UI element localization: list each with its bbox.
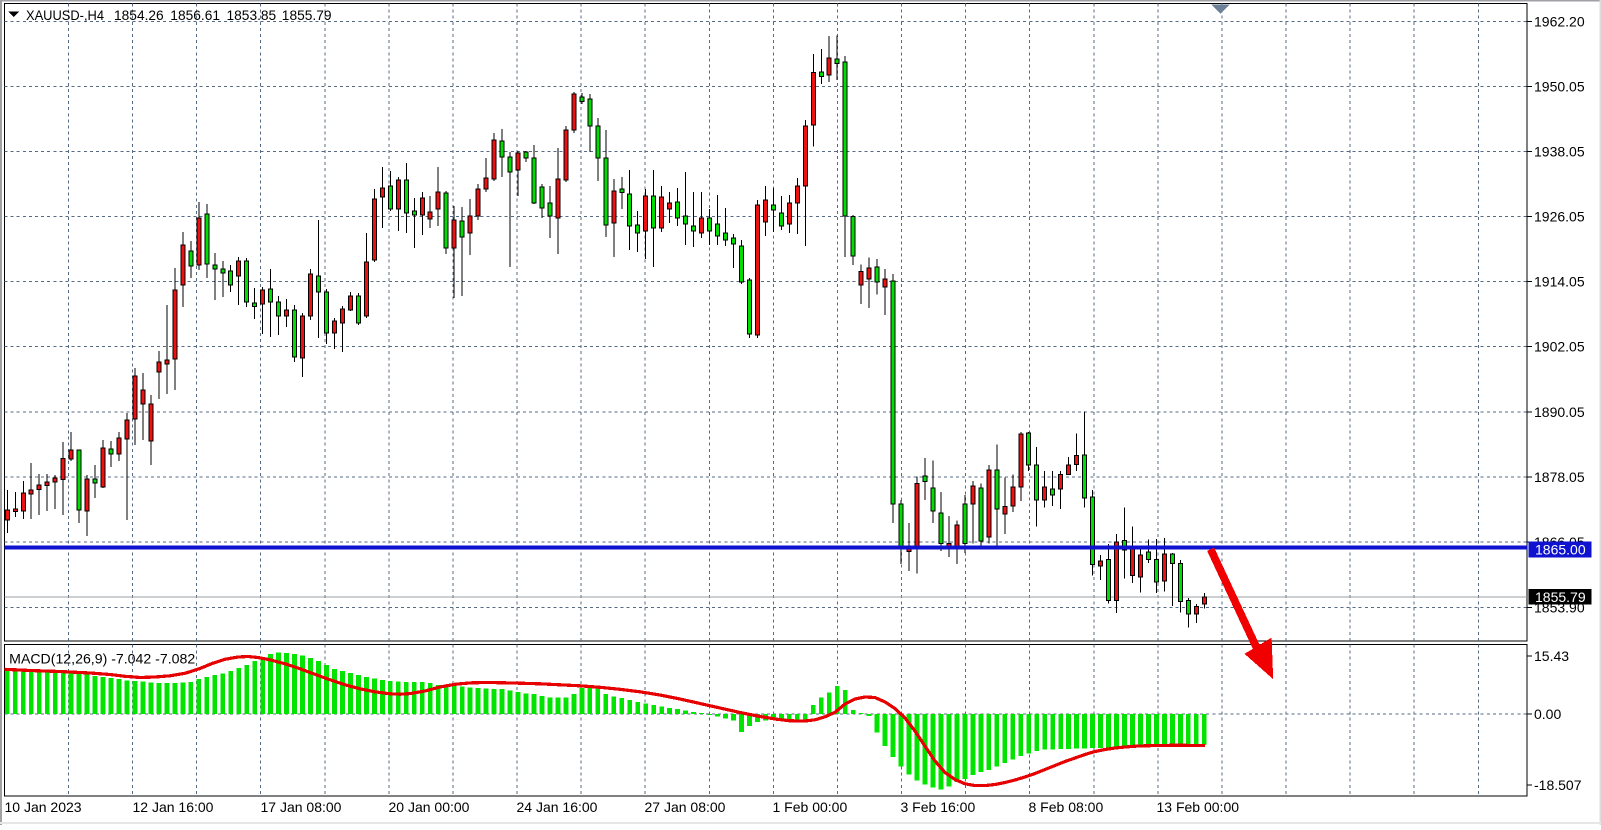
svg-text:13 Feb 00:00: 13 Feb 00:00 — [1157, 799, 1240, 815]
svg-text:3 Feb 16:00: 3 Feb 16:00 — [901, 799, 976, 815]
svg-text:0.00: 0.00 — [1534, 706, 1561, 722]
svg-text:8 Feb 08:00: 8 Feb 08:00 — [1029, 799, 1104, 815]
svg-text:24 Jan 16:00: 24 Jan 16:00 — [517, 799, 598, 815]
svg-text:27 Jan 08:00: 27 Jan 08:00 — [645, 799, 726, 815]
svg-text:15.43: 15.43 — [1534, 648, 1569, 664]
svg-text:1890.05: 1890.05 — [1534, 404, 1585, 420]
svg-text:1938.05: 1938.05 — [1534, 144, 1585, 160]
svg-text:10 Jan 2023: 10 Jan 2023 — [5, 799, 82, 815]
svg-text:1865.00: 1865.00 — [1535, 542, 1586, 558]
svg-text:1 Feb 00:00: 1 Feb 00:00 — [773, 799, 848, 815]
svg-text:20 Jan 00:00: 20 Jan 00:00 — [389, 799, 470, 815]
svg-text:1950.05: 1950.05 — [1534, 79, 1585, 95]
svg-text:1914.05: 1914.05 — [1534, 274, 1585, 290]
svg-text:1962.20: 1962.20 — [1534, 14, 1585, 30]
svg-text:17 Jan 08:00: 17 Jan 08:00 — [261, 799, 342, 815]
svg-text:MACD(12,26,9) -7.042 -7.082: MACD(12,26,9) -7.042 -7.082 — [9, 651, 195, 667]
svg-text:1926.05: 1926.05 — [1534, 209, 1585, 225]
svg-text:1902.05: 1902.05 — [1534, 339, 1585, 355]
svg-text:-18.507: -18.507 — [1534, 777, 1582, 793]
svg-text:12 Jan 16:00: 12 Jan 16:00 — [133, 799, 214, 815]
svg-text:1878.05: 1878.05 — [1534, 469, 1585, 485]
svg-text:1855.79: 1855.79 — [1535, 589, 1586, 605]
